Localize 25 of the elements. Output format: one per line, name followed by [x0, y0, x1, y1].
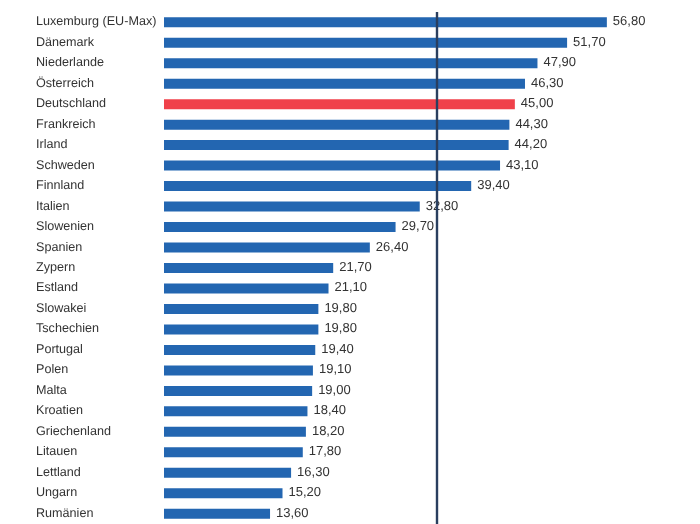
bar: [164, 488, 283, 499]
bar: [164, 385, 313, 396]
bar: [164, 222, 396, 233]
bar: [164, 119, 510, 130]
bar: [164, 467, 292, 478]
bar: [164, 140, 509, 151]
bar: [164, 58, 538, 69]
bar: [164, 17, 607, 28]
bar: [164, 78, 525, 89]
bar: [164, 242, 370, 253]
bar: [164, 426, 306, 437]
bar: [164, 344, 316, 355]
bar: [164, 99, 515, 110]
bar: [164, 37, 568, 48]
bar: [164, 406, 308, 417]
bar: [164, 365, 313, 376]
bar: [164, 201, 420, 212]
bar: [164, 181, 472, 192]
bar: [164, 160, 501, 171]
bar: [164, 447, 303, 458]
bar: [164, 508, 271, 519]
bar: [164, 283, 329, 294]
bar: [164, 303, 319, 314]
bar: [164, 263, 334, 273]
bar: [164, 324, 319, 335]
